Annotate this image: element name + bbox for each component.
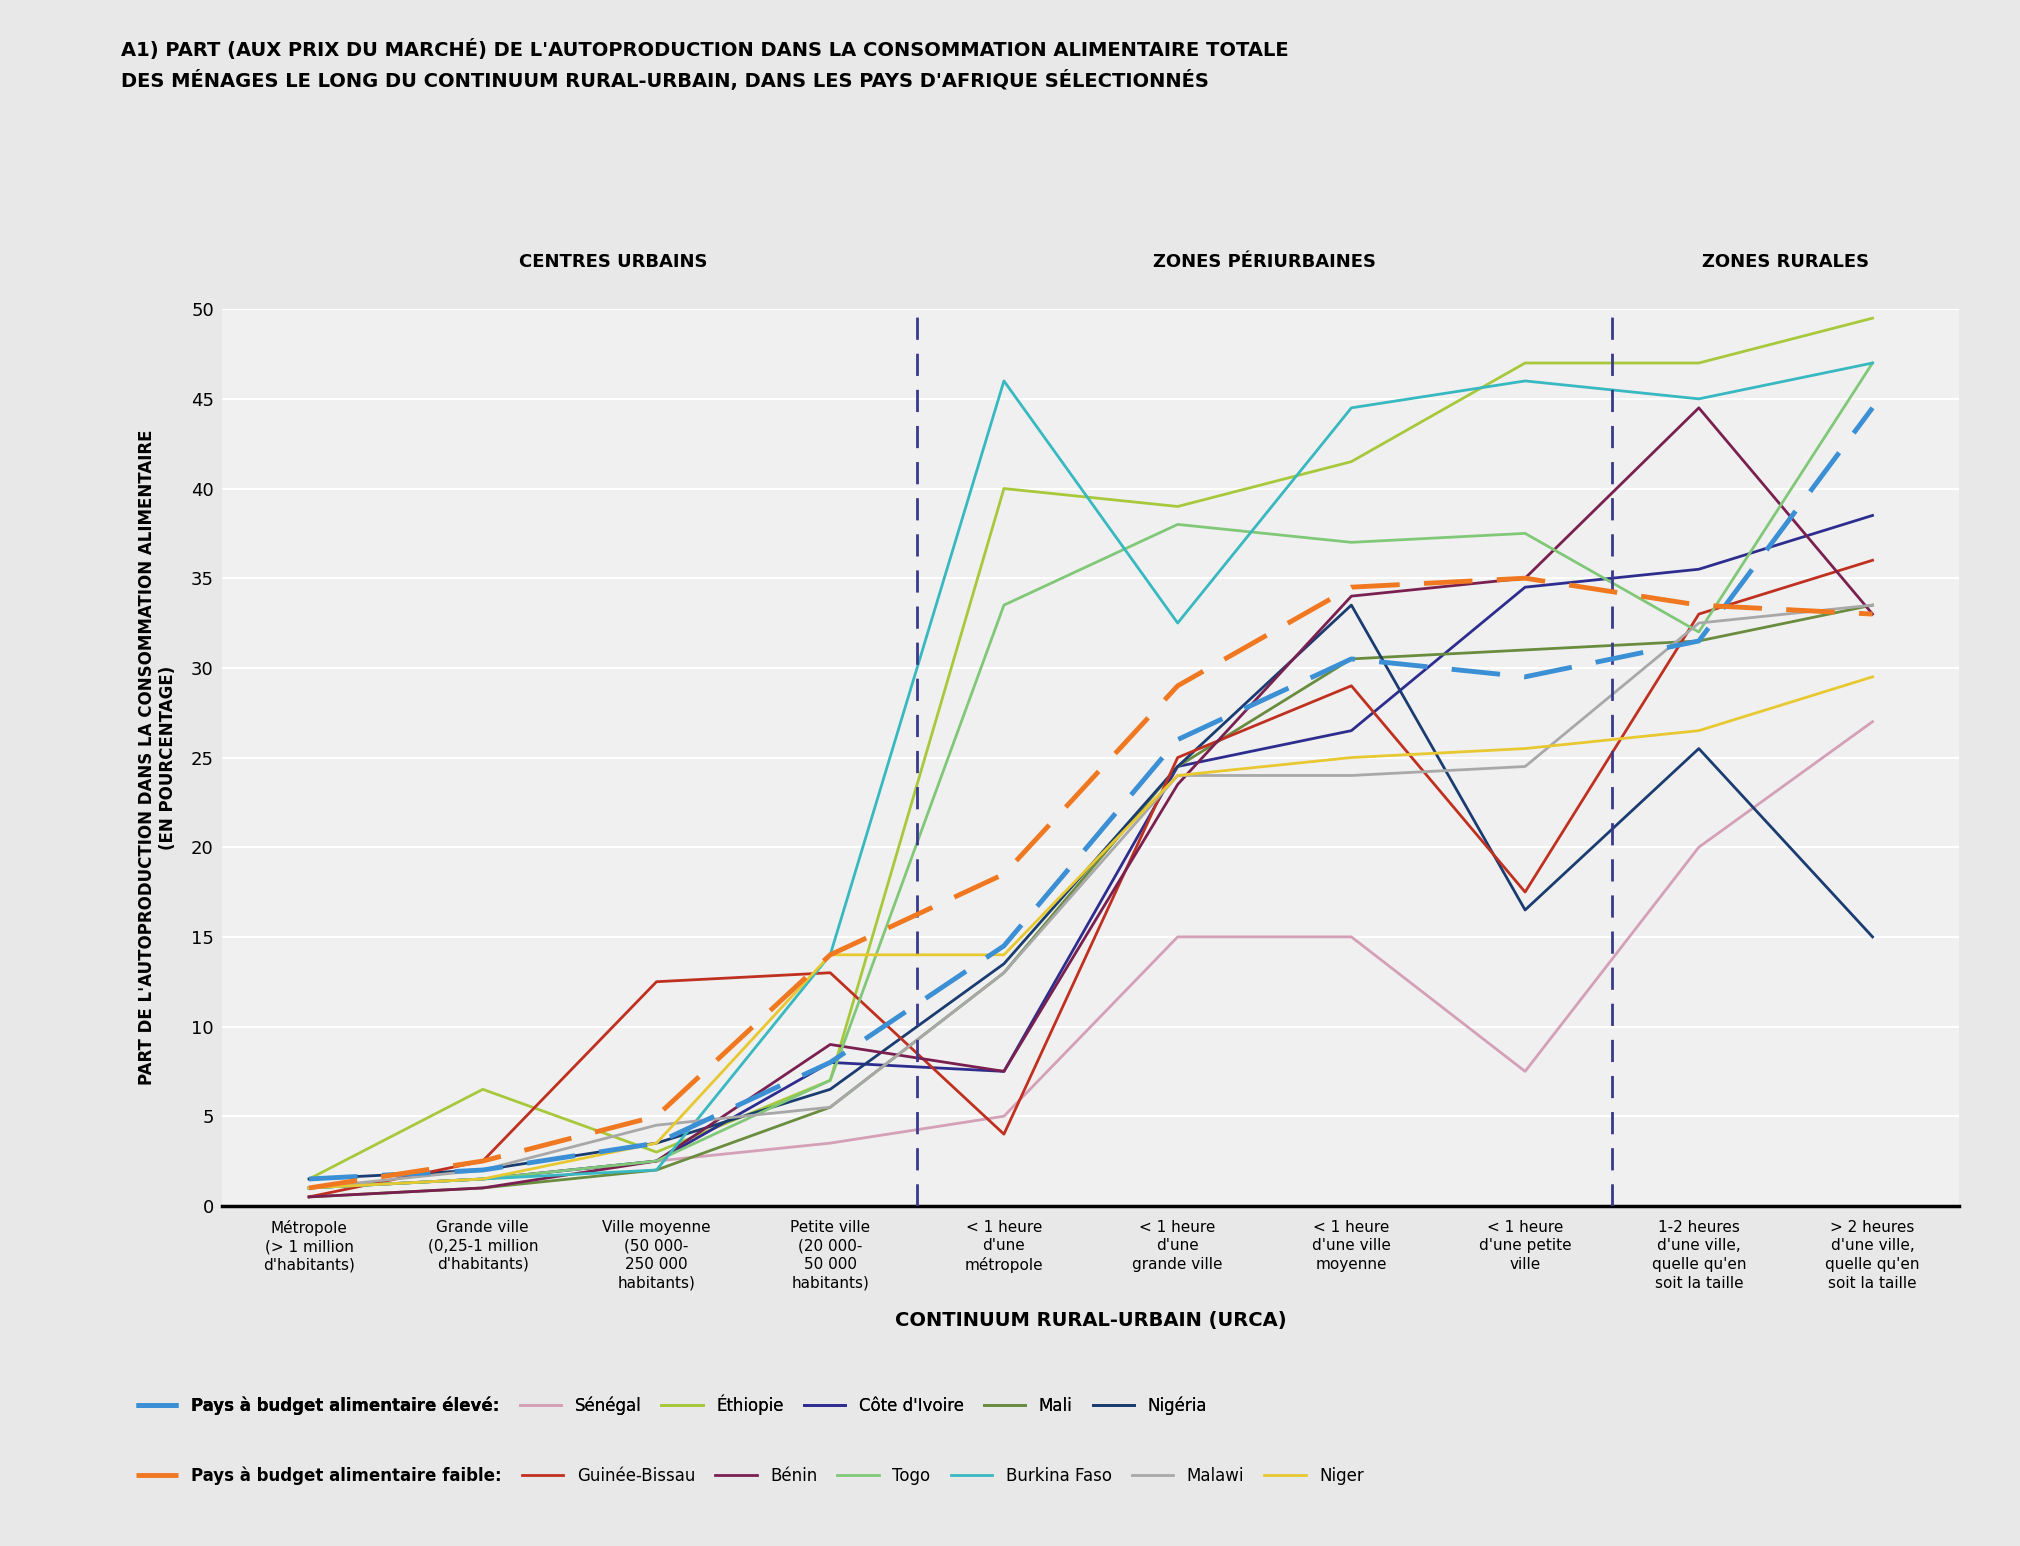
Legend: Pays à budget alimentaire élevé:, Sénégal, Éthiopie, Côte d'Ivoire, Mali, Nigéri: Pays à budget alimentaire élevé:, Sénéga… xyxy=(129,1388,1214,1422)
Legend: Pays à budget alimentaire faible:, Guinée-Bissau, Bénin, Togo, Burkina Faso, Mal: Pays à budget alimentaire faible:, Guiné… xyxy=(129,1459,1370,1492)
X-axis label: CONTINUUM RURAL-URBAIN (URCA): CONTINUUM RURAL-URBAIN (URCA) xyxy=(895,1311,1287,1331)
Text: ZONES RURALES: ZONES RURALES xyxy=(1703,252,1868,271)
Text: CENTRES URBAINS: CENTRES URBAINS xyxy=(519,252,707,271)
Text: ZONES PÉRIURBAINES: ZONES PÉRIURBAINES xyxy=(1153,252,1376,271)
Text: DES MÉNAGES LE LONG DU CONTINUUM RURAL-URBAIN, DANS LES PAYS D'AFRIQUE SÉLECTION: DES MÉNAGES LE LONG DU CONTINUUM RURAL-U… xyxy=(121,70,1210,91)
Y-axis label: PART DE L'AUTOPRODUCTION DANS LA CONSOMMATION ALIMENTAIRE
(EN POURCENTAGE): PART DE L'AUTOPRODUCTION DANS LA CONSOMM… xyxy=(137,430,178,1085)
Text: A1) PART (AUX PRIX DU MARCHÉ) DE L'AUTOPRODUCTION DANS LA CONSOMMATION ALIMENTAI: A1) PART (AUX PRIX DU MARCHÉ) DE L'AUTOP… xyxy=(121,39,1289,60)
